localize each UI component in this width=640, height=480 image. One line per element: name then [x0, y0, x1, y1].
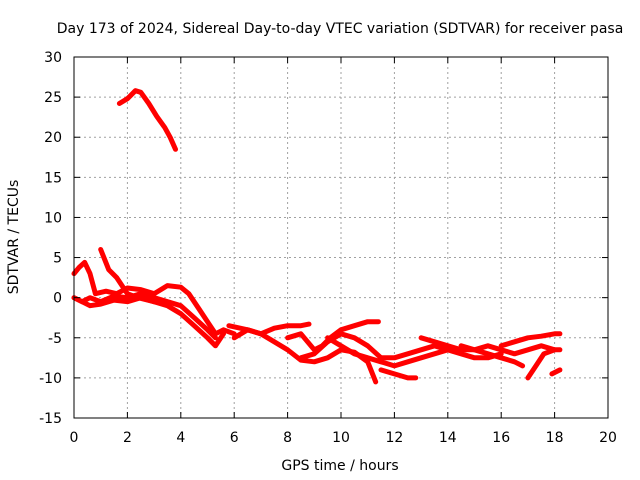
series-line-arc-b	[71, 259, 237, 337]
series-line-arc-l	[418, 335, 563, 357]
y-tick-label: 20	[44, 130, 62, 146]
series-line-arc-p	[549, 367, 563, 377]
y-tick-label: -5	[48, 331, 62, 347]
x-tick-label: 20	[599, 430, 617, 446]
grid	[74, 57, 608, 418]
series-line-arc-m	[458, 343, 526, 369]
y-tick-label: -15	[39, 411, 62, 427]
x-tick-label: 8	[283, 430, 292, 446]
x-tick-label: 4	[176, 430, 185, 446]
y-tick-label: 5	[53, 251, 62, 267]
x-tick-label: 6	[230, 430, 239, 446]
series-line-arc-o	[525, 347, 558, 381]
series-group	[71, 88, 563, 385]
y-tick-label: 10	[44, 210, 62, 226]
series-line-arc-c	[98, 247, 226, 349]
series-line-arc-a	[116, 88, 178, 152]
x-tick-label: 16	[492, 430, 510, 446]
y-tick-label: 0	[53, 291, 62, 307]
axis-ticks: 0 2 4 6 8 10 12 14 16 18 20 -15 -10 -5 0 5 10 15 20 25 30	[39, 50, 617, 446]
chart-title: Day 173 of 2024, Sidereal Day-to-day VTE…	[57, 21, 624, 37]
series-line-arc-i	[298, 331, 451, 361]
series-line-arc-k	[378, 367, 419, 381]
y-tick-label: 30	[44, 50, 62, 66]
x-tick-label: 0	[70, 430, 79, 446]
series-line-arc-n	[498, 331, 563, 349]
y-tick-label: -10	[39, 371, 62, 387]
x-tick-label: 14	[439, 430, 457, 446]
y-tick-label: 25	[44, 90, 62, 106]
series-line-arc-j	[325, 335, 504, 369]
x-axis-label: GPS time / hours	[281, 458, 398, 474]
x-tick-label: 2	[123, 430, 132, 446]
series-line-arc-d	[71, 291, 218, 341]
series-line-arc-e	[71, 295, 157, 309]
y-axis-label: SDTVAR / TECUs	[6, 180, 22, 295]
x-tick-label: 10	[332, 430, 350, 446]
x-tick-label: 18	[546, 430, 564, 446]
y-tick-label: 15	[44, 170, 62, 186]
x-tick-label: 12	[385, 430, 403, 446]
